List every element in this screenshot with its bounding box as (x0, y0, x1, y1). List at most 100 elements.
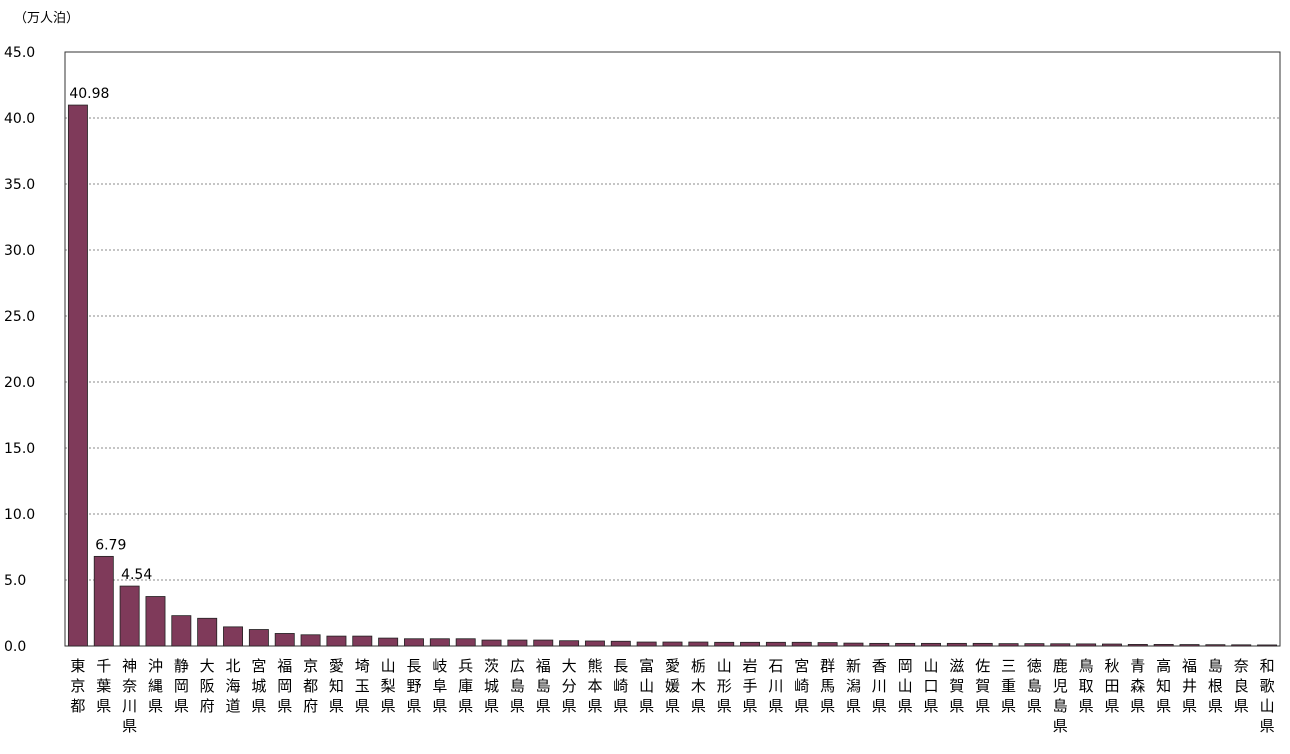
x-category-label: 三重県 (1001, 657, 1016, 715)
x-category-label: 岩手県 (743, 657, 758, 715)
y-tick-label: 5.0 (4, 573, 26, 589)
bar (791, 641, 812, 647)
x-category-label: 青森県 (1130, 657, 1145, 715)
x-category-label: 熊本県 (587, 657, 602, 715)
bar (1179, 644, 1200, 647)
bar (1127, 644, 1148, 647)
x-category-label: 高知県 (1156, 657, 1171, 715)
x-category-label: 香川県 (872, 657, 887, 715)
bar (843, 642, 864, 647)
bar (1205, 644, 1226, 647)
y-axis-tick-labels: 0.0 5.0 10.0 15.0 20.0 25.0 30.0 35.0 40.0 45.0 (4, 45, 35, 655)
bar (765, 641, 786, 647)
x-category-label: 和歌山県 (1260, 657, 1275, 735)
x-category-label: 愛知県 (329, 657, 344, 715)
y-tick-label: 10.0 (4, 507, 35, 523)
bar (662, 641, 683, 647)
y-tick-label: 0.0 (4, 639, 26, 655)
bar (274, 633, 295, 647)
bar (1024, 643, 1045, 647)
x-category-label: 埼玉県 (355, 657, 370, 715)
x-category-label: 長野県 (406, 657, 421, 715)
bar (688, 641, 709, 647)
x-category-label: 島根県 (1208, 657, 1223, 715)
bar (869, 642, 890, 647)
bar (119, 585, 140, 647)
x-category-label: 沖縄県 (148, 657, 163, 715)
y-tick-label: 35.0 (4, 177, 35, 193)
bar (895, 642, 916, 647)
bar (1231, 644, 1252, 647)
bar (740, 641, 761, 647)
y-tick-label: 15.0 (4, 441, 35, 457)
bar (998, 643, 1019, 647)
y-tick-label: 20.0 (4, 375, 35, 391)
bar (93, 555, 114, 647)
bar (1102, 643, 1122, 647)
x-category-label: 東京都 (70, 657, 85, 715)
x-category-label: 新潟県 (846, 657, 861, 715)
bar (378, 637, 399, 647)
bar (559, 640, 580, 647)
x-category-label: 徳島県 (1027, 657, 1042, 715)
bar (300, 634, 321, 647)
x-category-label: 茨城県 (484, 657, 499, 715)
y-tick-label: 30.0 (4, 243, 35, 259)
bar (455, 638, 476, 647)
bar (921, 642, 941, 647)
data-label: 6.79 (95, 537, 126, 553)
y-tick-label: 25.0 (4, 309, 35, 325)
bar (429, 638, 450, 647)
x-category-label: 福岡県 (277, 657, 292, 715)
bar (1257, 644, 1278, 647)
x-category-label: 長崎県 (613, 657, 628, 715)
bar (404, 638, 424, 647)
x-category-label: 京都府 (303, 657, 318, 715)
data-label: 40.98 (69, 86, 109, 102)
bar (352, 635, 373, 647)
x-category-label: 北海道 (226, 657, 241, 715)
x-category-label: 神奈川県 (122, 657, 137, 735)
bar (817, 642, 838, 647)
data-label: 4.54 (121, 567, 152, 583)
x-category-label: 鹿児島県 (1053, 657, 1068, 735)
bar (507, 639, 528, 647)
bar (145, 596, 166, 647)
x-category-label: 秋田県 (1104, 657, 1119, 715)
x-category-label: 佐賀県 (975, 657, 990, 715)
bars (67, 104, 1278, 647)
x-category-label: 山形県 (717, 657, 732, 715)
bar (1153, 644, 1174, 647)
y-axis-unit-label: （万人泊） (14, 11, 79, 26)
plot-area-frame (64, 51, 1281, 647)
bar (1050, 643, 1071, 647)
bar (636, 641, 657, 647)
x-category-label: 岡山県 (898, 657, 913, 715)
x-category-label: 静岡県 (174, 657, 189, 715)
x-category-label: 大分県 (562, 657, 577, 715)
data-labels: 40.98 6.79 4.54 (69, 86, 152, 583)
bar (972, 642, 993, 647)
bar (533, 639, 554, 647)
bar (610, 640, 631, 647)
y-tick-label: 45.0 (4, 45, 35, 61)
x-category-label: 兵庫県 (458, 657, 473, 715)
bar (1076, 643, 1097, 647)
bar (197, 617, 218, 647)
x-category-label: 群馬県 (820, 657, 835, 715)
x-category-label: 宮崎県 (794, 657, 809, 715)
x-category-label: 鳥取県 (1079, 657, 1094, 715)
gridlines (65, 117, 1280, 581)
x-category-label: 千葉県 (96, 657, 111, 715)
x-category-label: 大阪府 (200, 657, 215, 715)
x-category-label: 奈良県 (1234, 657, 1249, 715)
bar (584, 640, 605, 647)
bar (326, 635, 347, 647)
x-category-label: 福島県 (536, 657, 551, 715)
bar (714, 641, 735, 647)
bar (223, 626, 243, 647)
x-category-label: 富山県 (639, 657, 654, 715)
x-category-label: 広島県 (510, 657, 525, 715)
x-category-label: 山梨県 (381, 657, 396, 715)
